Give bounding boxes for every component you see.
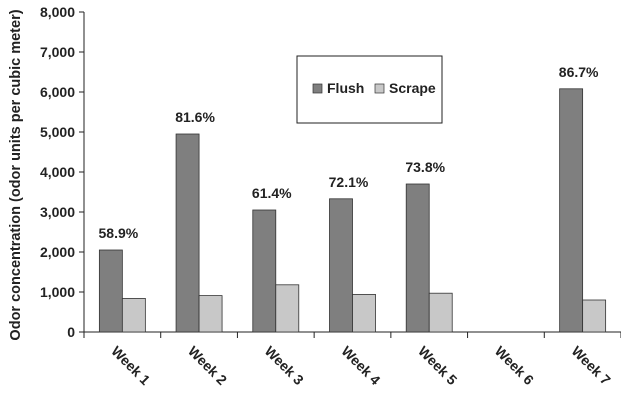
y-tick-label: 4,000 [40,164,75,180]
legend-label-flush: Flush [327,80,364,96]
bar-scrape [352,293,376,333]
bar-flush [405,183,430,333]
data-label: 81.6% [175,109,215,125]
y-axis-title: Odor concentration (odor units per cubic… [8,9,24,340]
data-label: 73.8% [405,159,445,175]
bar-flush [98,249,123,333]
data-label: 72.1% [329,174,369,190]
y-tick-label: 6,000 [40,84,75,100]
x-axis: Week 1 Week 2 Week 3 Week 4 Week 5 Week 6 Week… [83,331,621,388]
bar-scrape [275,284,300,333]
x-category-label: Week 6 [492,343,537,388]
y-axis: 0 1,000 2,000 3,000 4,000 5,000 6,000 7,000 8,00… [40,4,85,340]
x-category-label: Week 7 [569,343,614,388]
y-tick-label: 3,000 [40,204,75,220]
legend-label-scrape: Scrape [389,80,436,96]
bar-flush [559,88,584,333]
legend: Flush Scrape [296,55,443,124]
y-tick-label: 0 [67,324,75,340]
data-label: 58.9% [99,225,139,241]
bar-scrape [121,297,146,333]
x-category-label: Week 5 [415,343,460,388]
legend-swatch-scrape [374,83,385,94]
data-label: 86.7% [559,64,599,80]
y-tick-label: 5,000 [40,124,75,140]
x-category-label: Week 1 [108,343,153,388]
y-tick-label: 2,000 [40,244,75,260]
bar-scrape [582,299,607,333]
legend-swatch-flush [312,83,323,94]
y-tick-label: 8,000 [40,4,75,20]
x-category-label: Week 3 [262,343,307,388]
data-labels: 58.9% 81.6% 61.4% 72.1% 73.8% 86.7% [99,64,600,241]
y-tick-label: 1,000 [40,284,75,300]
bar-flush [175,133,200,333]
y-tick-label: 7,000 [40,44,75,60]
bar-flush [252,209,277,333]
x-category-label: Week 4 [338,343,383,388]
bars [98,88,607,333]
x-category-label: Week 2 [185,343,230,388]
bar-scrape [198,295,223,333]
data-label: 61.4% [252,185,292,201]
bar-flush [329,198,353,333]
bar-scrape [428,292,453,333]
